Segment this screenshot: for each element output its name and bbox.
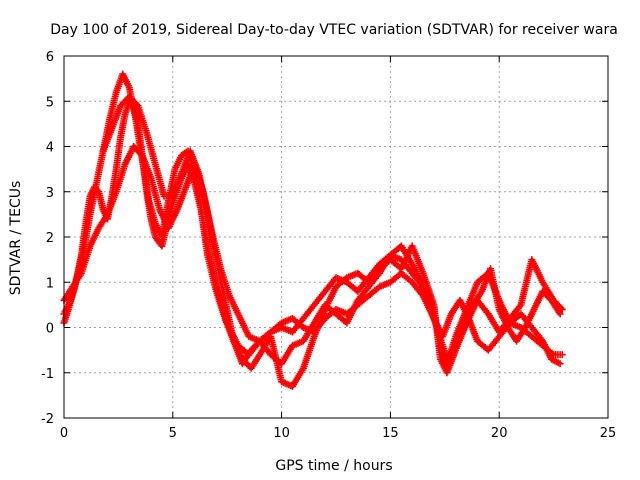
- x-tick-label: 0: [60, 426, 68, 441]
- tick-layer: 0 5 10 15 20 25 -2 -1 0 1 2 3 4 5 6: [41, 50, 616, 441]
- x-axis-label: GPS time / hours: [275, 458, 392, 474]
- y-tick-label: 6: [46, 50, 54, 65]
- x-tick-label: 25: [600, 426, 617, 441]
- y-tick-label: 4: [46, 141, 54, 156]
- y-tick-label: -1: [41, 367, 54, 382]
- y-tick-label: 2: [46, 231, 54, 246]
- x-tick-label: 15: [382, 426, 399, 441]
- y-tick-label: -2: [41, 412, 54, 427]
- x-tick-label: 20: [491, 426, 508, 441]
- data-point-marker: [558, 351, 566, 359]
- x-tick-label: 10: [273, 426, 290, 441]
- y-tick-label: 1: [46, 276, 54, 291]
- y-tick-label: 0: [46, 322, 54, 337]
- data-point-marker: [556, 310, 564, 318]
- series-2: [60, 70, 566, 390]
- chart-title: Day 100 of 2019, Sidereal Day-to-day VTE…: [50, 22, 618, 38]
- y-axis-label: SDTVAR / TECUs: [8, 181, 24, 296]
- series-4: [99, 93, 564, 368]
- y-tick-label: 3: [46, 186, 54, 201]
- y-tick-label: 5: [46, 95, 54, 110]
- data-point-marker: [556, 360, 564, 368]
- data-layer: [60, 70, 566, 390]
- x-tick-label: 5: [169, 426, 177, 441]
- data-point-marker: [133, 100, 141, 108]
